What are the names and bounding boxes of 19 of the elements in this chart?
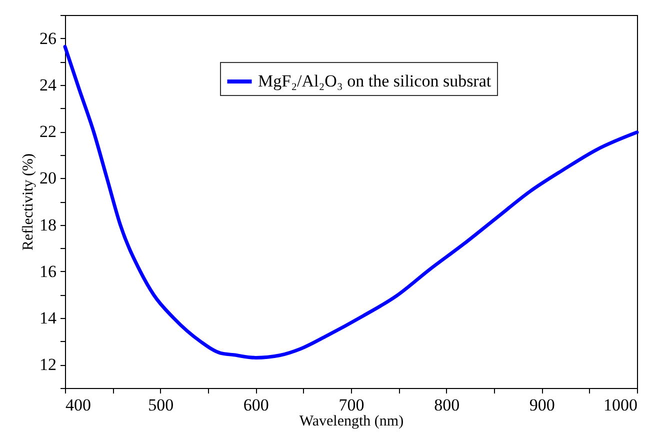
x-tick-label: 400 (66, 396, 91, 414)
x-tick-label: 800 (434, 396, 460, 414)
x-tick-label: 700 (338, 396, 364, 414)
y-tick-label: 14 (40, 308, 57, 328)
x-axis-title: Wavelength (nm) (299, 414, 404, 430)
y-tick-label: 16 (40, 262, 56, 281)
y-tick-label: 20 (40, 168, 56, 188)
y-tick-label: 22 (40, 122, 56, 142)
y-tick-label: 26 (40, 28, 56, 48)
x-tick-label: 1000 (604, 396, 638, 414)
x-tick-label: 600 (243, 396, 269, 414)
x-tick-label: 500 (148, 396, 174, 414)
y-axis-title: Reflectivity (%) (20, 153, 36, 251)
y-tick-label: 24 (40, 75, 57, 94)
line-series (63, 44, 639, 360)
x-tick-label: 900 (529, 396, 555, 414)
y-tick-label: 18 (40, 215, 56, 234)
legend-label: MgF₂/Al₂O₃ on the silicon subsrat (258, 72, 492, 90)
y-tick-label: 12 (40, 355, 56, 374)
